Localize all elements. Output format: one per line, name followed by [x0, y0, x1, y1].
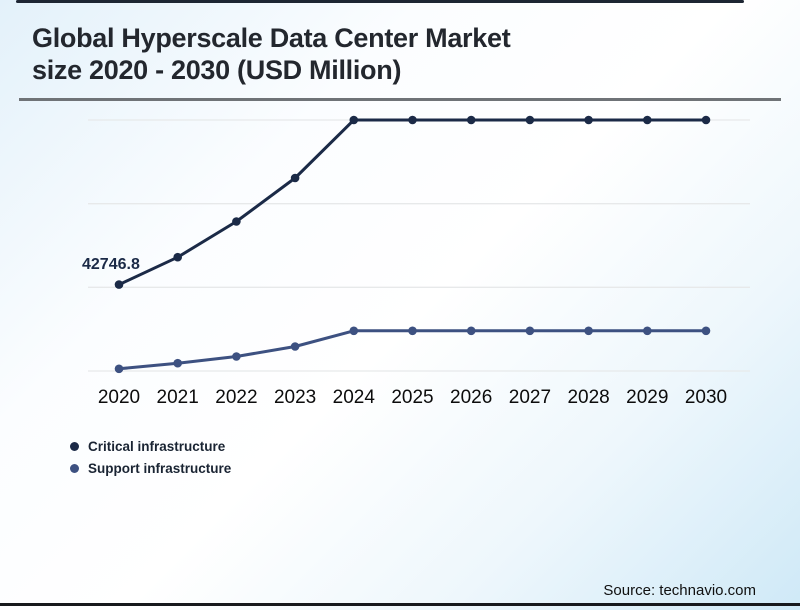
- data-point: [466, 326, 476, 336]
- legend-bullet-icon: [70, 441, 79, 451]
- data-point: [701, 326, 711, 336]
- data-point: [232, 352, 241, 361]
- bottom-border-line: [0, 603, 800, 606]
- data-point-label: 42746.8: [82, 256, 140, 273]
- x-axis-label: 2022: [215, 387, 258, 408]
- legend-item-support-infrastructure: Support infrastructure: [70, 457, 231, 479]
- data-point: [114, 280, 124, 289]
- data-point: [290, 173, 300, 183]
- data-point: [525, 115, 535, 125]
- data-point: [173, 358, 182, 368]
- source-attribution: Source: technavio.com: [603, 582, 756, 599]
- data-point: [643, 326, 652, 336]
- x-axis-label: 2024: [332, 387, 375, 408]
- data-point: [408, 326, 417, 336]
- legend-label: Critical infrastructure: [88, 438, 226, 454]
- x-axis-label: 2029: [626, 387, 669, 408]
- x-axis-label: 2030: [684, 387, 728, 408]
- x-axis-label: 2023: [273, 387, 317, 408]
- data-point: [349, 115, 359, 125]
- x-axis-label: 2028: [567, 387, 610, 408]
- top-border-line: [16, 0, 744, 3]
- data-point: [173, 252, 182, 262]
- data-point: [643, 115, 652, 125]
- legend: Critical infrastructure Support infrastr…: [70, 435, 231, 479]
- series-line-support-infrastructure: [117, 329, 708, 371]
- series-line-critical-infrastructure: [117, 118, 708, 287]
- chart-title: Global Hyperscale Data Center Market siz…: [32, 22, 652, 86]
- data-point: [408, 115, 417, 125]
- data-point: [584, 326, 593, 336]
- legend-label: Support infrastructure: [88, 460, 232, 476]
- chart-title-line1: Global Hyperscale Data Center Market: [32, 23, 511, 53]
- data-point: [114, 364, 124, 374]
- title-divider-rule: [19, 98, 781, 101]
- data-point: [290, 342, 300, 351]
- legend-bullet-icon: [70, 463, 79, 473]
- x-axis-label: 2021: [156, 387, 199, 408]
- data-point: [232, 217, 241, 226]
- data-point: [584, 115, 593, 125]
- data-point: [349, 326, 359, 336]
- x-axis-label: 2020: [97, 387, 141, 408]
- x-axis-label: 2025: [391, 387, 434, 408]
- x-axis-label: 2026: [450, 387, 493, 408]
- chart-title-line2: size 2020 - 2030 (USD Million): [32, 55, 402, 85]
- legend-item-critical-infrastructure: Critical infrastructure: [70, 435, 231, 457]
- x-axis-label: 2027: [508, 387, 552, 408]
- data-point: [525, 326, 535, 336]
- data-point: [701, 115, 711, 125]
- data-point: [466, 115, 476, 125]
